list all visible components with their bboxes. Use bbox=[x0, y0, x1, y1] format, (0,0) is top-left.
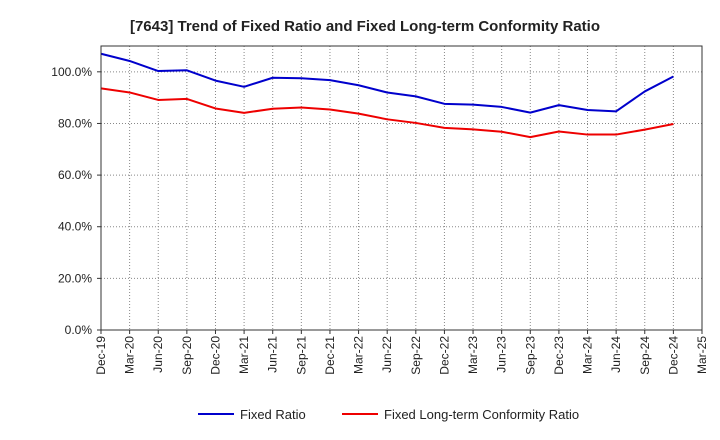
x-tick-label: Dec-24 bbox=[666, 336, 680, 375]
plot-frame bbox=[100, 45, 703, 331]
x-tick-label: Mar-20 bbox=[123, 336, 137, 374]
x-tick-label: Jun-24 bbox=[609, 336, 623, 373]
chart-title: [7643] Trend of Fixed Ratio and Fixed Lo… bbox=[130, 18, 600, 35]
x-tick-label: Mar-25 bbox=[695, 336, 709, 374]
x-tick-label: Mar-21 bbox=[237, 336, 251, 374]
x-tick-label: Dec-20 bbox=[208, 336, 222, 375]
legend-label: Fixed Long-term Conformity Ratio bbox=[384, 407, 579, 422]
x-tick-label: Sep-21 bbox=[294, 336, 308, 375]
y-tick-label: 0.0% bbox=[65, 323, 93, 337]
plot-series bbox=[100, 52, 674, 139]
x-tick-label: Jun-21 bbox=[266, 336, 280, 373]
x-tick-label: Jun-20 bbox=[151, 336, 165, 373]
x-tick-label: Mar-22 bbox=[352, 336, 366, 374]
y-tick-label: 40.0% bbox=[58, 220, 92, 234]
y-tick-label: 20.0% bbox=[58, 271, 92, 285]
x-tick-label: Jun-22 bbox=[380, 336, 394, 373]
x-tick-label: Dec-19 bbox=[94, 336, 108, 375]
x-tick-label: Mar-24 bbox=[581, 336, 595, 374]
x-tick-label: Sep-24 bbox=[638, 336, 652, 375]
legend-label: Fixed Ratio bbox=[240, 407, 306, 422]
y-tick-label: 100.0% bbox=[51, 65, 92, 79]
x-tick-label: Jun-23 bbox=[495, 336, 509, 373]
x-tick-label: Sep-23 bbox=[523, 336, 537, 375]
series-line-fixed-ratio bbox=[100, 52, 674, 114]
grid bbox=[101, 46, 702, 330]
x-tick-label: Sep-22 bbox=[409, 336, 423, 375]
x-tick-label: Dec-22 bbox=[437, 336, 451, 375]
x-axis: Dec-19 Mar-20 Jun-20 Sep-20 Dec-20 Mar-21 Jun-… bbox=[94, 330, 709, 375]
x-tick-label: Dec-23 bbox=[552, 336, 566, 375]
y-tick-label: 60.0% bbox=[58, 168, 92, 182]
x-tick-label: Dec-21 bbox=[323, 336, 337, 375]
y-tick-label: 80.0% bbox=[58, 116, 92, 130]
x-tick-label: Sep-20 bbox=[180, 336, 194, 375]
y-axis: 0.0% 20.0% 40.0% 60.0% 80.0% 100.0% bbox=[51, 65, 101, 337]
series-line-fixed-long-term-conformity-ratio bbox=[100, 87, 674, 139]
legend: Fixed Ratio Fixed Long-term Conformity Ra… bbox=[198, 407, 579, 422]
x-tick-label: Mar-23 bbox=[466, 336, 480, 374]
